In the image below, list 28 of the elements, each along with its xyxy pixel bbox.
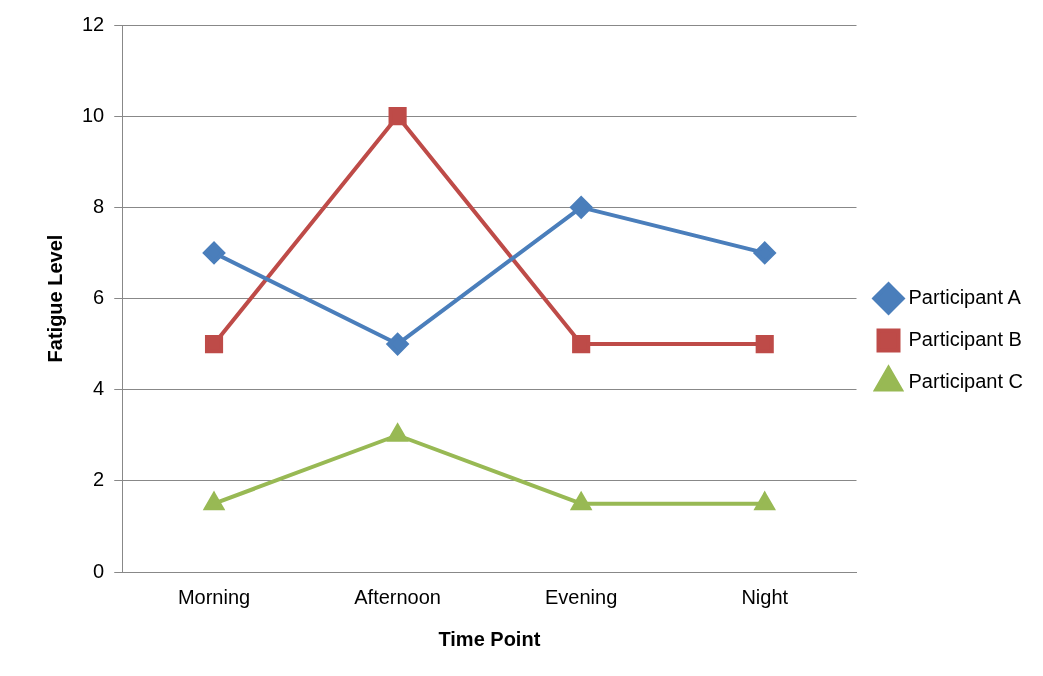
y-tick-label: 2: [93, 468, 105, 491]
point: [387, 424, 408, 442]
point: [572, 335, 591, 354]
x-tick-label: Morning: [177, 585, 251, 608]
point: [753, 241, 776, 264]
x-tick-label: Evening: [545, 585, 618, 608]
point: [570, 490, 593, 511]
y-tick-label: 8: [93, 194, 105, 217]
y-tick-label: 0: [93, 559, 105, 582]
legend-label: Participant A: [908, 286, 1022, 309]
y-axis-title: Fatigue Level: [43, 234, 66, 363]
y-tick-label: 12: [82, 12, 105, 35]
point: [203, 241, 226, 264]
point: [386, 333, 409, 356]
x-axis-title: Time Point: [438, 627, 541, 650]
y-tick-label: 4: [93, 377, 105, 400]
point: [753, 490, 776, 511]
legend-label: Participant B: [908, 328, 1022, 351]
y-tick-label: 10: [82, 103, 105, 126]
point: [204, 335, 224, 354]
x-tick-label: Night: [741, 585, 789, 608]
point: [202, 490, 226, 511]
point: [570, 196, 593, 219]
y-tick-label: 6: [93, 286, 105, 309]
point: [388, 107, 407, 126]
legend-label: Participant C: [908, 370, 1024, 393]
point: [755, 335, 774, 354]
x-tick-label: Afternoon: [354, 585, 441, 608]
